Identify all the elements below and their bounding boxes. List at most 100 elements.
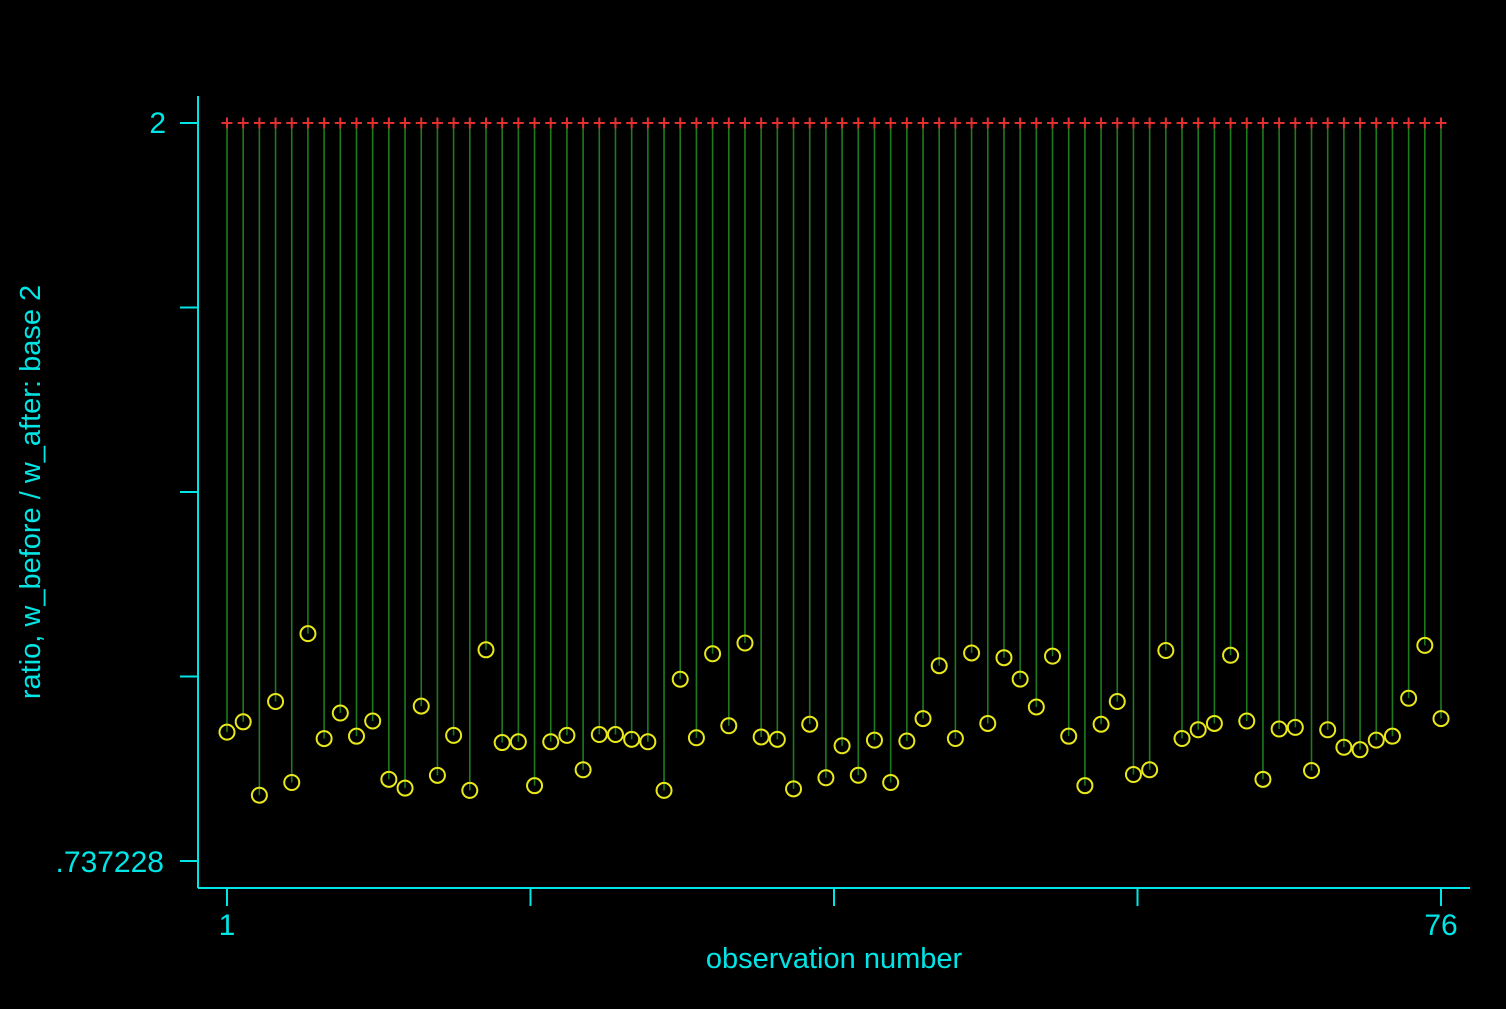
plus-marker — [334, 117, 346, 129]
plus-marker — [1354, 117, 1366, 129]
plus-marker — [901, 117, 913, 129]
plus-marker — [1192, 117, 1204, 129]
plus-marker — [237, 117, 249, 129]
plus-marker — [658, 117, 670, 129]
plus-marker — [367, 117, 379, 129]
plus-marker — [545, 117, 557, 129]
plus-marker — [286, 117, 298, 129]
circle-marker — [364, 712, 382, 730]
circle-marker — [801, 715, 819, 733]
y-tick-label-bottom: .737228 — [56, 846, 164, 879]
y-axis-title: ratio, w_before / w_after: base 2 — [15, 285, 47, 699]
plus-marker — [1079, 117, 1091, 129]
plus-marker — [820, 117, 832, 129]
circle-marker — [1141, 761, 1159, 779]
circle-marker — [461, 781, 479, 799]
plus-marker — [1095, 117, 1107, 129]
spike-lines — [226, 123, 1442, 796]
plus-marker — [917, 117, 929, 129]
plus-marker — [480, 117, 492, 129]
circle-marker — [785, 780, 803, 798]
plus-marker — [1160, 117, 1172, 129]
plus-marker — [593, 117, 605, 129]
plus-marker — [1047, 117, 1059, 129]
circle-marker — [315, 730, 333, 748]
circle-marker — [623, 730, 641, 748]
circle-marker — [898, 732, 916, 750]
plus-marker — [723, 117, 735, 129]
plus-marker — [464, 117, 476, 129]
circle-marker — [1060, 727, 1078, 745]
circle-marker — [1027, 698, 1045, 716]
circle-marker — [428, 766, 446, 784]
plus-marker — [1273, 117, 1285, 129]
plus-marker — [690, 117, 702, 129]
plus-marker — [415, 117, 427, 129]
plus-marker — [1127, 117, 1139, 129]
plus-marker — [1435, 117, 1447, 129]
circle-marker — [250, 786, 268, 804]
circle-marker — [930, 657, 948, 675]
circle-marker — [963, 644, 981, 662]
x-tick-label-first: 1 — [219, 909, 236, 942]
plus-marker — [1289, 117, 1301, 129]
circle-marker — [218, 723, 236, 741]
plus-marker — [609, 117, 621, 129]
plus-marker — [868, 117, 880, 129]
circle-marker — [1205, 714, 1223, 732]
circle-marker — [558, 726, 576, 744]
plus-marker — [1338, 117, 1350, 129]
circle-marker — [736, 634, 754, 652]
plus-marker — [885, 117, 897, 129]
plus-marker — [253, 117, 265, 129]
plus-marker — [674, 117, 686, 129]
circle-marker — [1367, 731, 1385, 749]
circle-marker — [849, 766, 867, 784]
circle-marker — [752, 728, 770, 746]
circle-marker — [833, 737, 851, 755]
plus-marker — [1386, 117, 1398, 129]
plus-marker — [448, 117, 460, 129]
plus-marker — [1419, 117, 1431, 129]
circle-marker — [1222, 646, 1240, 664]
plus-marker — [1370, 117, 1382, 129]
circle-marker — [979, 714, 997, 732]
plus-marker — [1225, 117, 1237, 129]
plus-marker — [1014, 117, 1026, 129]
plus-marker — [852, 117, 864, 129]
circle-marker — [477, 641, 495, 659]
circle-marker — [1319, 721, 1337, 739]
plus-marker — [529, 117, 541, 129]
plus-marker — [1176, 117, 1188, 129]
circle-marker — [946, 730, 964, 748]
circle-marker — [1157, 642, 1175, 660]
plus-marker — [949, 117, 961, 129]
plus-marker — [1403, 117, 1415, 129]
circle-marker — [331, 704, 349, 722]
circle-marker — [445, 726, 463, 744]
circle-marker — [995, 649, 1013, 667]
circle-marker — [1044, 647, 1062, 665]
circle-marker — [590, 726, 608, 744]
circle-marker — [687, 729, 705, 747]
plus-marker — [1111, 117, 1123, 129]
circle-marker — [768, 730, 786, 748]
plus-marker — [755, 117, 767, 129]
circle-marker — [267, 692, 285, 710]
plus-marker — [431, 117, 443, 129]
plus-marker — [399, 117, 411, 129]
plus-marker — [1208, 117, 1220, 129]
plus-marker — [577, 117, 589, 129]
plus-marker — [1063, 117, 1075, 129]
x-tick-label-last: 76 — [1424, 909, 1457, 942]
plus-marker — [1257, 117, 1269, 129]
plus-marker — [739, 117, 751, 129]
plus-marker — [383, 117, 395, 129]
plus-marker — [496, 117, 508, 129]
markers — [218, 117, 1450, 804]
plus-marker — [318, 117, 330, 129]
x-axis-ticks — [226, 888, 1442, 906]
circle-marker — [1238, 712, 1256, 730]
circle-marker — [574, 761, 592, 779]
